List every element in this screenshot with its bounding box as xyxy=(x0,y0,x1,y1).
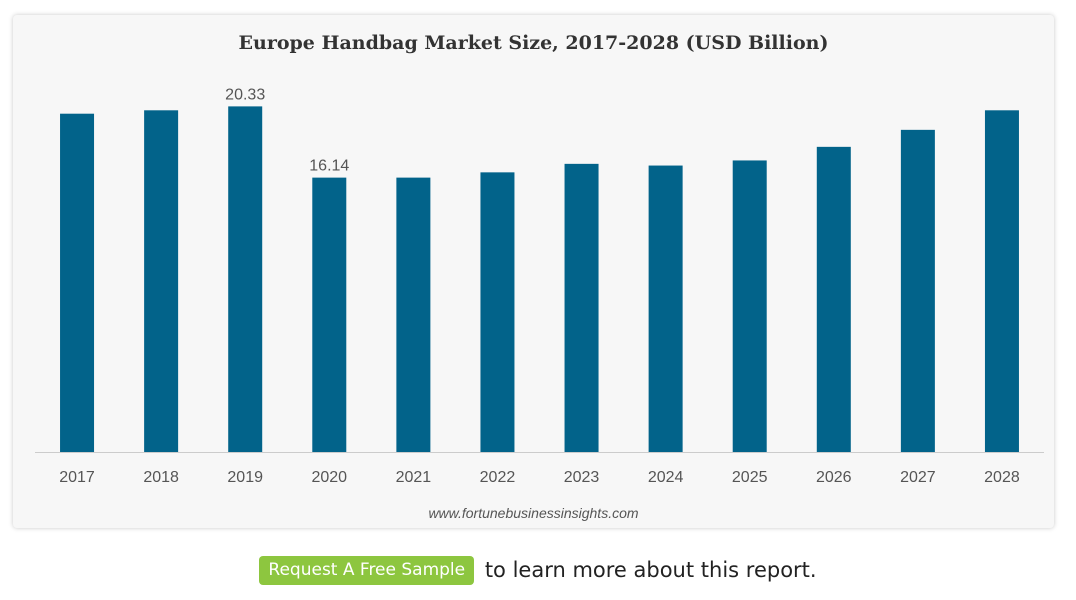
bar-2023 xyxy=(564,163,599,452)
bar-2018 xyxy=(144,110,179,453)
x-tick-label-2021: 2021 xyxy=(396,469,432,486)
x-tick-label-2018: 2018 xyxy=(143,469,179,486)
x-tick-label-2027: 2027 xyxy=(900,469,936,486)
bar-chart: 2017 2018 2019 20.33 2020 16.14 2021 2022 2023 20… xyxy=(35,86,1044,486)
bar-2024 xyxy=(648,165,683,453)
bar-2020 xyxy=(312,177,347,452)
bar-2022 xyxy=(480,172,515,452)
x-tick-label-2028: 2028 xyxy=(984,469,1020,486)
source-credit: www.fortunebusinessinsights.com xyxy=(428,505,639,521)
data-label-2020: 16.14 xyxy=(309,158,349,175)
x-tick-label-2020: 2020 xyxy=(311,469,347,486)
x-tick-label-2017: 2017 xyxy=(59,469,95,486)
bar-2028 xyxy=(984,110,1019,453)
bar-2017 xyxy=(60,113,95,452)
x-tick-label-2025: 2025 xyxy=(732,469,768,486)
bar-2026 xyxy=(816,146,851,452)
cta-line: Request A Free Sample to learn more abou… xyxy=(0,556,1076,585)
x-tick-label-2023: 2023 xyxy=(564,469,600,486)
x-tick-label-2019: 2019 xyxy=(227,469,263,486)
x-tick-label-2024: 2024 xyxy=(648,469,684,486)
bar-2027 xyxy=(900,129,935,452)
chart-title: Europe Handbag Market Size, 2017-2028 (U… xyxy=(238,32,829,54)
cta-text: to learn more about this report. xyxy=(484,558,817,582)
x-tick-label-2022: 2022 xyxy=(480,469,516,486)
x-tick-label-2026: 2026 xyxy=(816,469,852,486)
chart-card: Europe Handbag Market Size, 2017-2028 (U… xyxy=(13,15,1054,528)
data-label-2019: 20.33 xyxy=(225,86,265,103)
bar-2019 xyxy=(228,106,263,452)
request-sample-button[interactable]: Request A Free Sample xyxy=(259,556,475,585)
bar-2025 xyxy=(732,160,767,452)
bar-2021 xyxy=(396,177,431,452)
